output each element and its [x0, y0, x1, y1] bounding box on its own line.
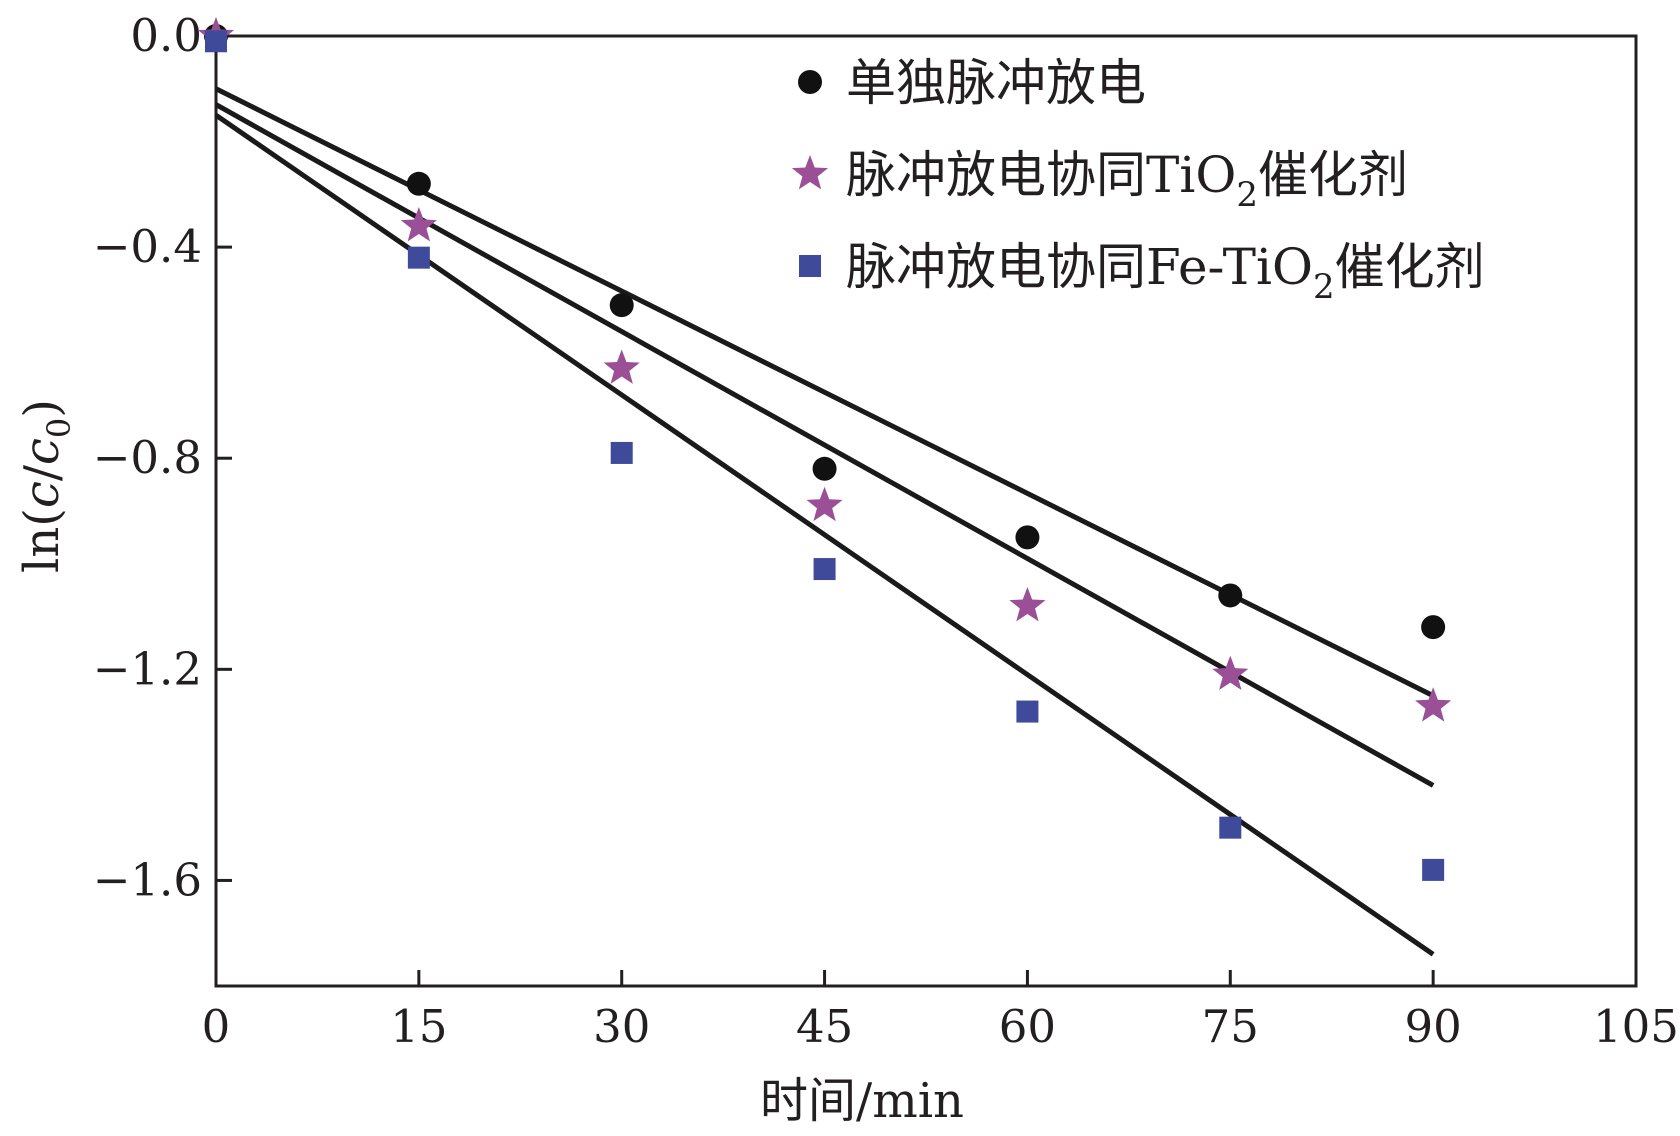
fit-lines: [214, 86, 1435, 957]
star-data-point: [1415, 687, 1452, 722]
square-data-point: [205, 30, 227, 53]
legend-label: 脉冲放电协同TiO2催化剂: [846, 146, 1408, 215]
data-markers: [197, 17, 1452, 881]
circle-data-point: [1421, 615, 1446, 640]
square-data-point: [813, 558, 836, 581]
y-tick-label: −1.6: [93, 853, 202, 906]
legend-label: 脉冲放电协同Fe-TiO2催化剂: [846, 238, 1485, 307]
square-data-point: [1016, 700, 1039, 723]
star-data-point: [1009, 587, 1046, 622]
legend-label: 单独脉冲放电: [846, 54, 1146, 112]
x-tick-label: 90: [1405, 1000, 1462, 1053]
legend-marker-circle: [798, 70, 822, 94]
star-data-point: [603, 349, 640, 384]
y-axis-title: ln(c/c0): [14, 399, 78, 573]
x-tick-label: 105: [1593, 1000, 1679, 1053]
square-data-point: [1422, 858, 1445, 881]
circle-data-point: [812, 456, 837, 481]
circle-data-point: [406, 171, 431, 196]
y-tick-label: −1.2: [93, 642, 202, 695]
x-tick-label: 15: [390, 1000, 447, 1053]
y-tick-label: 0.0: [130, 9, 202, 62]
legend-marker-square: [799, 255, 821, 277]
circle-data-point: [1015, 525, 1040, 550]
square-data-point: [610, 441, 633, 464]
square-data-point: [407, 246, 430, 269]
star-data-point: [1212, 655, 1249, 690]
x-tick-label: 0: [202, 1000, 231, 1053]
x-tick-label: 30: [593, 1000, 650, 1053]
x-tick-label: 45: [796, 1000, 853, 1053]
square-data-point: [1219, 816, 1242, 839]
x-tick-label: 60: [999, 1000, 1056, 1053]
plot-frame: [214, 34, 1638, 988]
y-axis-ticks: 0.0 −0.4 −0.8 −1.2 −1.6: [93, 9, 232, 906]
y-tick-label: −0.8: [93, 431, 202, 484]
x-axis-ticks: 0 15 30 45 60 75 90 105: [202, 970, 1679, 1053]
x-axis-title: 时间/min: [760, 1073, 964, 1129]
y-tick-label: −0.4: [93, 220, 202, 273]
star-data-point: [806, 486, 843, 522]
circle-data-point: [609, 293, 634, 318]
legend-marker-star: [791, 155, 829, 190]
x-tick-label: 75: [1202, 1000, 1259, 1053]
circle-data-point: [1218, 583, 1243, 608]
star-data-point: [400, 207, 437, 242]
